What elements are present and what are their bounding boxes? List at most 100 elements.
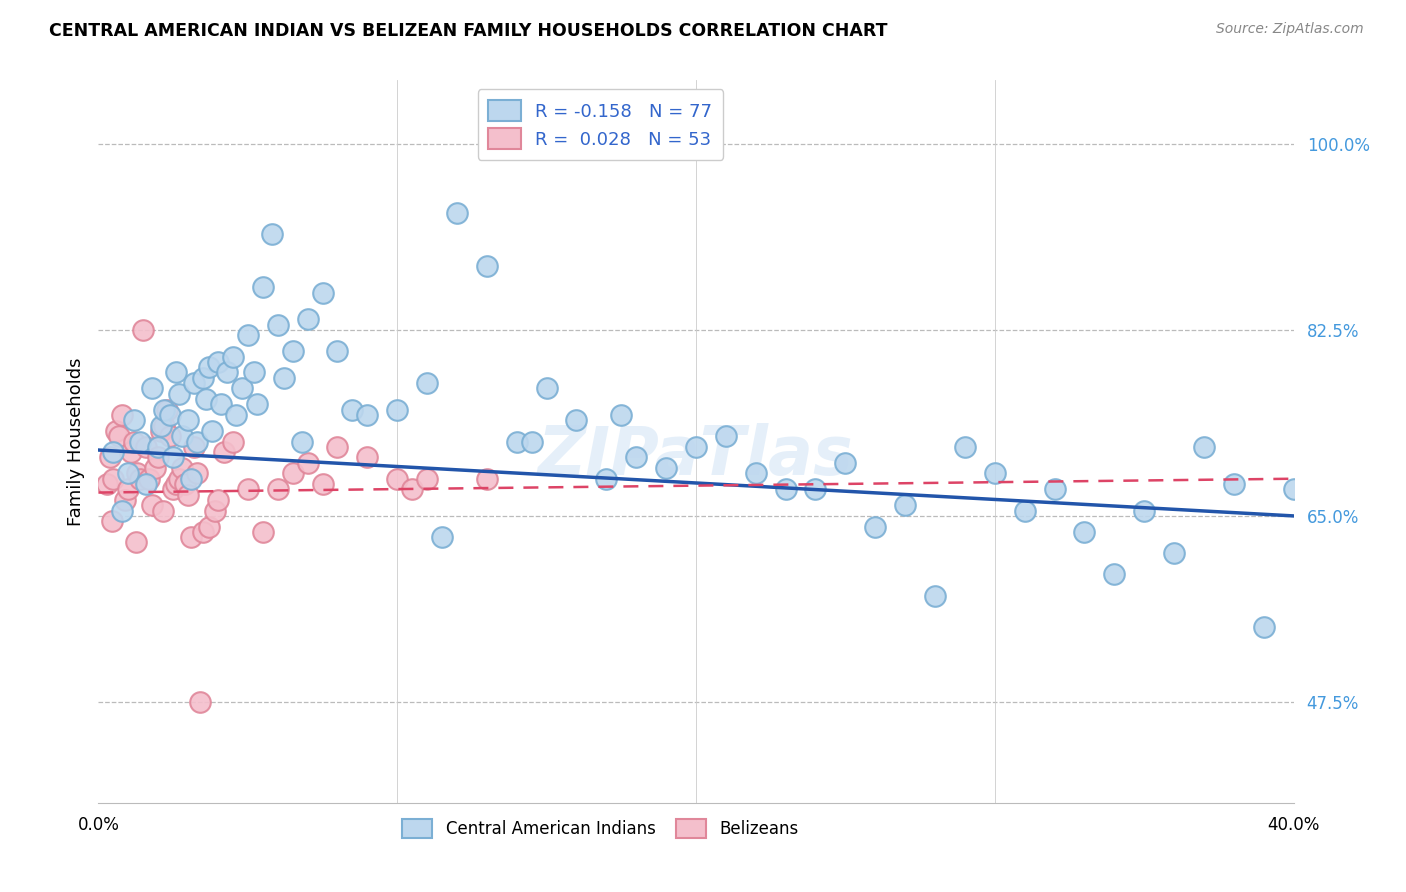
Point — [745, 467, 768, 481]
Point — [1192, 440, 1215, 454]
Point — [610, 408, 633, 422]
Point — [342, 402, 364, 417]
Text: Source: ZipAtlas.com: Source: ZipAtlas.com — [1216, 22, 1364, 37]
Point — [243, 366, 266, 380]
Point — [135, 477, 157, 491]
Point — [191, 371, 214, 385]
Point — [1014, 503, 1036, 517]
Point — [209, 397, 232, 411]
Point — [162, 450, 184, 465]
Point — [105, 424, 128, 438]
Point — [356, 450, 378, 465]
Point — [267, 318, 290, 332]
Point — [150, 424, 173, 438]
Point — [177, 488, 200, 502]
Point — [595, 472, 617, 486]
Point — [984, 467, 1007, 481]
Point — [207, 493, 229, 508]
Point — [207, 355, 229, 369]
Point — [212, 445, 235, 459]
Point — [865, 519, 887, 533]
Point — [215, 366, 238, 380]
Point — [267, 483, 290, 497]
Point — [1133, 503, 1156, 517]
Point — [953, 440, 976, 454]
Point — [101, 514, 124, 528]
Point — [108, 429, 131, 443]
Point — [222, 434, 245, 449]
Point — [148, 440, 170, 454]
Point — [260, 227, 283, 242]
Point — [834, 456, 856, 470]
Point — [150, 418, 173, 433]
Point — [626, 450, 648, 465]
Point — [152, 503, 174, 517]
Point — [685, 440, 707, 454]
Point — [117, 467, 139, 481]
Point — [98, 450, 122, 465]
Y-axis label: Family Households: Family Households — [66, 358, 84, 525]
Point — [132, 323, 155, 337]
Point — [165, 477, 187, 491]
Point — [138, 472, 160, 486]
Point — [1163, 546, 1185, 560]
Point — [129, 472, 152, 486]
Point — [129, 434, 152, 449]
Point — [143, 461, 166, 475]
Point — [135, 440, 157, 454]
Point — [714, 429, 737, 443]
Point — [225, 408, 247, 422]
Point — [1253, 620, 1275, 634]
Point — [311, 285, 333, 300]
Point — [326, 440, 349, 454]
Point — [1104, 567, 1126, 582]
Point — [183, 376, 205, 390]
Point — [1223, 477, 1246, 491]
Point — [297, 456, 319, 470]
Point — [180, 530, 202, 544]
Point — [167, 386, 190, 401]
Point — [385, 402, 409, 417]
Point — [273, 371, 295, 385]
Point — [804, 483, 827, 497]
Point — [252, 280, 274, 294]
Text: CENTRAL AMERICAN INDIAN VS BELIZEAN FAMILY HOUSEHOLDS CORRELATION CHART: CENTRAL AMERICAN INDIAN VS BELIZEAN FAMI… — [49, 22, 887, 40]
Point — [186, 434, 208, 449]
Point — [188, 695, 211, 709]
Point — [111, 408, 134, 422]
Point — [201, 424, 224, 438]
Legend: Central American Indians, Belizeans: Central American Indians, Belizeans — [396, 813, 804, 845]
Point — [186, 467, 208, 481]
Point — [281, 467, 304, 481]
Point — [297, 312, 319, 326]
Point — [162, 483, 184, 497]
Point — [141, 381, 163, 395]
Point — [125, 535, 148, 549]
Point — [148, 450, 170, 465]
Point — [1073, 524, 1095, 539]
Point — [153, 402, 176, 417]
Point — [114, 493, 136, 508]
Point — [506, 434, 529, 449]
Point — [236, 328, 259, 343]
Point — [236, 483, 259, 497]
Point — [124, 434, 146, 449]
Point — [1282, 483, 1305, 497]
Point — [204, 503, 226, 517]
Point — [172, 429, 194, 443]
Point — [127, 467, 149, 481]
Point — [565, 413, 588, 427]
Point — [401, 483, 423, 497]
Point — [231, 381, 253, 395]
Point — [385, 472, 409, 486]
Point — [430, 530, 453, 544]
Point — [356, 408, 378, 422]
Point — [252, 524, 274, 539]
Point — [180, 472, 202, 486]
Point — [446, 206, 468, 220]
Point — [246, 397, 269, 411]
Point — [183, 440, 205, 454]
Point — [103, 445, 125, 459]
Point — [120, 445, 142, 459]
Point — [1043, 483, 1066, 497]
